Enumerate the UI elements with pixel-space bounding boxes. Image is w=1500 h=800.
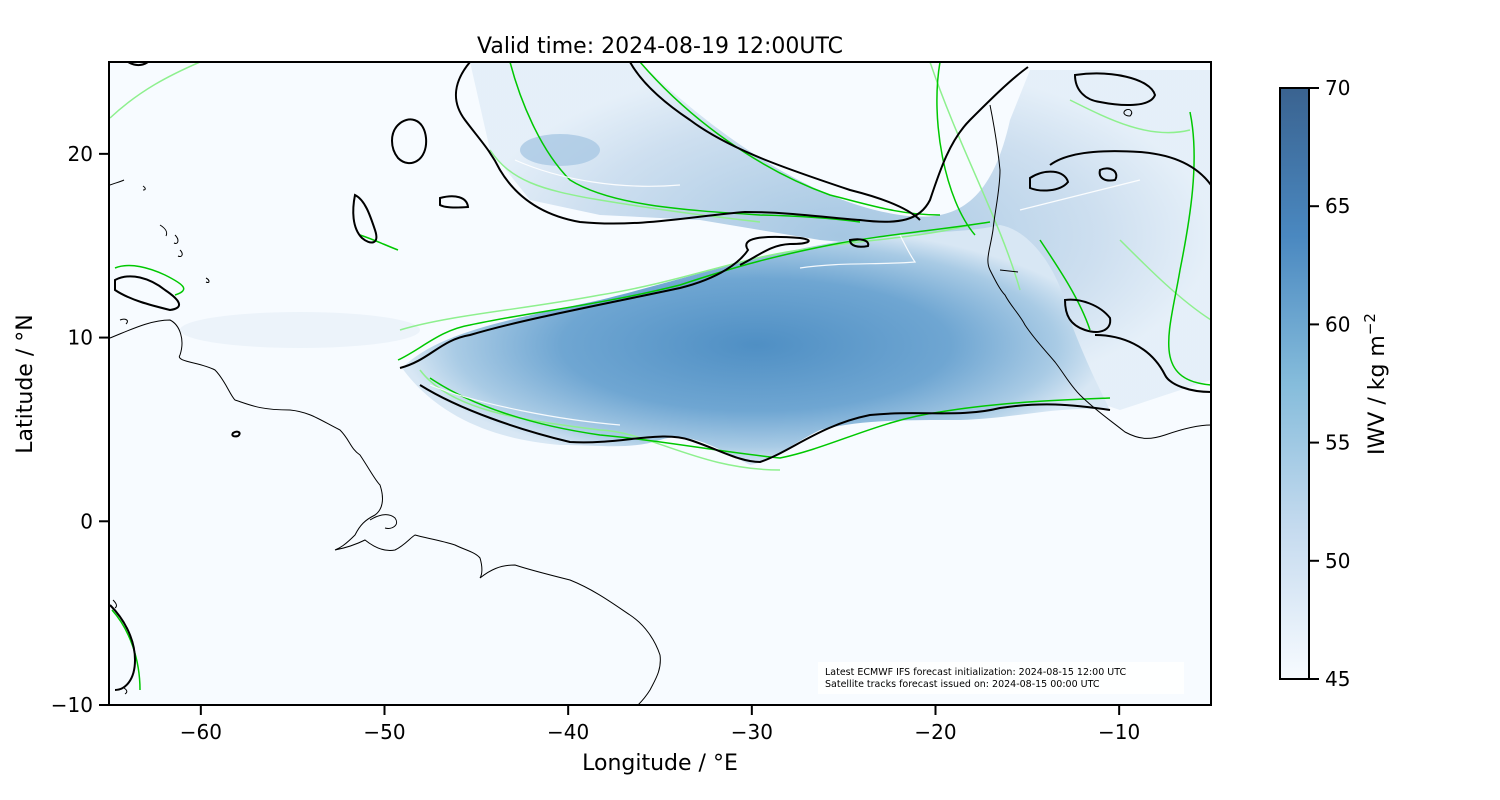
y-tick-label: 0 xyxy=(80,509,93,533)
iwv-field-core xyxy=(402,225,1110,465)
x-tick-label: −30 xyxy=(731,720,773,744)
colorbar-gradient xyxy=(1279,87,1310,680)
y-axis: 20 10 0 −10 xyxy=(51,142,109,717)
iwv-field-atlantic-north xyxy=(520,134,600,166)
iwv-field-caribbean xyxy=(180,312,420,348)
y-tick-label: −10 xyxy=(51,693,93,717)
x-tick-label: −40 xyxy=(547,720,589,744)
contours-white xyxy=(429,159,1141,426)
map-frame xyxy=(108,61,1212,706)
x-tick-label: −50 xyxy=(363,720,405,744)
x-tick-label: −10 xyxy=(1098,720,1140,744)
colorbar-tick-label: 60 xyxy=(1325,312,1350,336)
coastlines xyxy=(109,104,1211,705)
contours-lightgreen xyxy=(109,62,1211,471)
annotation-line-2: Satellite tracks forecast issued on: 202… xyxy=(825,679,1100,690)
colorbar-tick-label: 50 xyxy=(1325,549,1350,573)
map-area: Latest ECMWF IFS forecast initialization… xyxy=(109,62,1211,705)
annotation-line-1: Latest ECMWF IFS forecast initialization… xyxy=(825,667,1126,678)
annotation-box: Latest ECMWF IFS forecast initialization… xyxy=(818,662,1184,694)
colorbar-label: IWV / kg m−2 xyxy=(1361,313,1390,455)
colorbar: 70 65 60 55 50 45 IWV / kg m−2 xyxy=(1279,76,1390,691)
y-tick-label: 20 xyxy=(68,142,93,166)
iwv-field-north xyxy=(470,62,1211,410)
x-tick-label: −60 xyxy=(180,720,222,744)
plot-title: Valid time: 2024-08-19 12:00UTC xyxy=(477,34,843,59)
colorbar-ticks: 70 65 60 55 50 45 xyxy=(1309,76,1350,691)
colorbar-label-text: IWV / kg m xyxy=(1365,335,1390,455)
colorbar-tick-label: 70 xyxy=(1325,76,1350,100)
colorbar-tick-label: 55 xyxy=(1325,431,1350,455)
colorbar-label-superscript: −2 xyxy=(1361,313,1379,335)
y-axis-label: Latitude / °N xyxy=(13,314,38,453)
colorbar-tick-label: 45 xyxy=(1325,667,1350,691)
colorbar-tick-label: 65 xyxy=(1325,194,1350,218)
y-tick-label: 10 xyxy=(68,326,93,350)
x-tick-label: −20 xyxy=(914,720,956,744)
x-axis-label: Longitude / °E xyxy=(582,751,738,776)
x-axis: −60 −50 −40 −30 −20 −10 xyxy=(180,705,1140,744)
contours-black xyxy=(109,62,1211,691)
